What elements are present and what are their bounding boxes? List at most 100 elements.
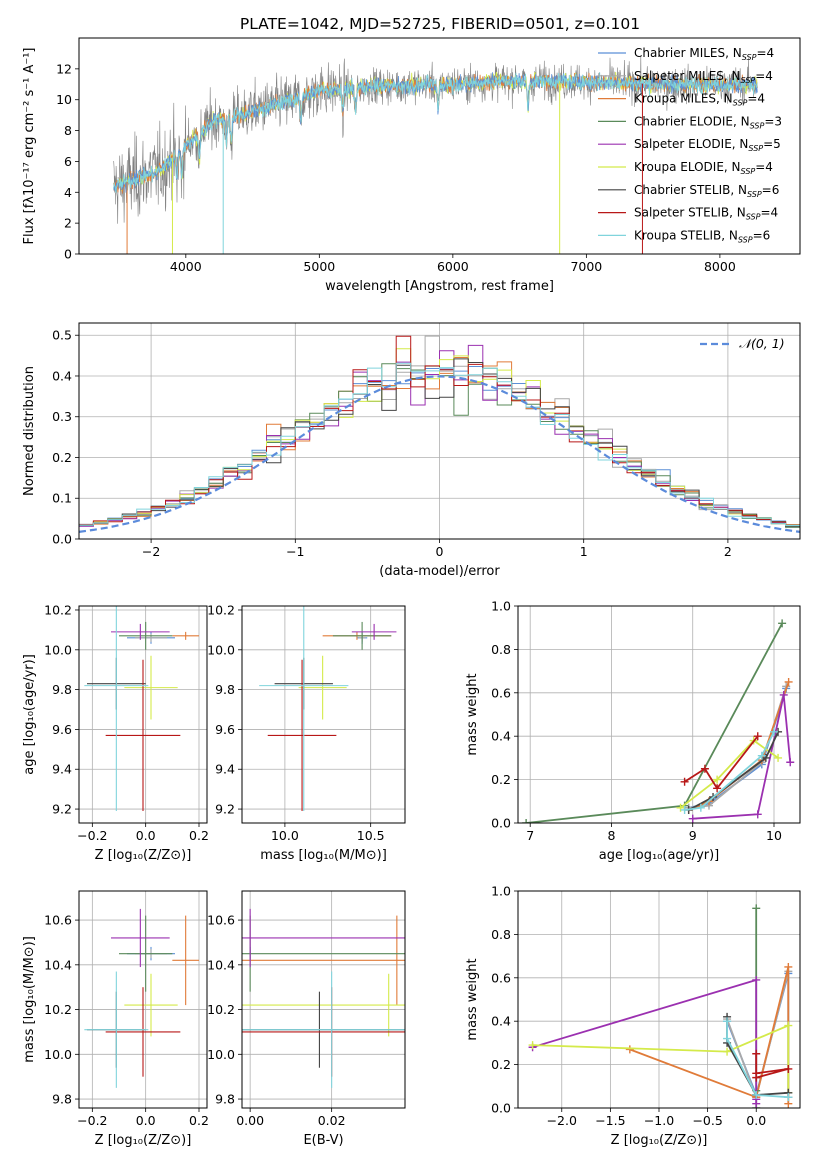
weight-marker-kroupa_stelib xyxy=(784,1093,793,1102)
figure-title: PLATE=1042, MJD=52725, FIBERID=0501, z=0… xyxy=(240,15,640,33)
y-tick-label: 9.4 xyxy=(52,762,72,777)
legend-entry: Kroupa MILES, NSSP=4 xyxy=(634,92,765,108)
weight-marker-salpeter_stelib xyxy=(680,777,689,786)
x-tick-label: 2 xyxy=(724,544,732,559)
y-tick-label: 0.2 xyxy=(52,450,72,465)
legend-entry: Chabrier ELODIE, NSSP=3 xyxy=(634,114,782,130)
x-tick-label: −1.0 xyxy=(644,1113,674,1128)
weight-marker-kroupa_stelib xyxy=(723,1017,732,1026)
y-tick-label: 10.4 xyxy=(44,957,72,972)
legend-count: =5 xyxy=(763,137,781,151)
y-tick-label: 6 xyxy=(64,154,72,169)
x-tick-label: 10.5 xyxy=(357,828,385,843)
x-axis-label: wavelength [Angstrom, rest frame] xyxy=(325,279,554,294)
y-axis-label: Flux [fλ10⁻¹⁷ erg cm⁻² s⁻¹ A⁻¹] xyxy=(22,48,37,245)
weight-marker-kroupa_elodie xyxy=(784,1021,793,1030)
panel-mass_vs_ebv: 0.00 0.02 9.8 10.0 10.2 10.4 10.6 E(B-V) xyxy=(207,890,406,1148)
legend-label: Kroupa MILES, N xyxy=(634,92,733,106)
panel-weight_vs_z: −2.0 −1.5 −1.0 −0.5 0.0 0.0 0.2 0.4 0.6 0.8 1.0 Z [… xyxy=(465,884,801,1148)
panel-residuals: −2 −1 0 1 2 0.0 0.1 0.2 0.3 0.4 0.5 (data-model)/er… xyxy=(22,322,801,579)
x-tick-label: 7 xyxy=(526,828,534,843)
weight-marker-kroupa_elodie xyxy=(676,803,685,812)
panel-age_vs_mass: 10.0 10.5 9.2 9.4 9.6 9.8 10.0 10.2 mass [log₁₀(… xyxy=(207,602,406,863)
weight-line-chabrier_stelib xyxy=(688,731,779,811)
weight-marker-chabrier_elodie xyxy=(778,619,787,628)
y-tick-label: 10.2 xyxy=(207,602,235,617)
y-tick-label: 0 xyxy=(64,247,72,262)
y-tick-label: 1.0 xyxy=(491,884,511,899)
weight-marker-kroupa_elodie xyxy=(528,1041,537,1050)
y-tick-label: 0.4 xyxy=(491,729,511,744)
y-tick-label: 10.0 xyxy=(44,1047,72,1062)
legend-subscript: SSP xyxy=(747,190,762,199)
y-tick-label: 9.6 xyxy=(52,722,72,737)
legend-label: Salpeter MILES, N xyxy=(634,69,741,83)
y-tick-label: 10.6 xyxy=(44,913,72,928)
weight-marker-kroupa_miles xyxy=(625,1045,634,1054)
y-tick-label: 10.2 xyxy=(44,1002,72,1017)
y-tick-label: 0.5 xyxy=(52,328,72,343)
legend-subscript: SSP xyxy=(741,167,756,176)
weight-marker-salpeter_stelib xyxy=(784,1064,793,1073)
x-tick-label: 0.0 xyxy=(136,1113,156,1128)
y-tick-label: 9.8 xyxy=(52,1092,72,1107)
x-tick-label: 8 xyxy=(607,828,615,843)
x-tick-label: −2.0 xyxy=(547,1113,577,1128)
legend-count: =4 xyxy=(756,46,774,60)
y-tick-label: 1.0 xyxy=(491,599,511,614)
x-tick-label: 4000 xyxy=(170,259,202,274)
y-tick-label: 0.4 xyxy=(52,368,72,383)
y-tick-label: 0.0 xyxy=(52,532,72,547)
legend-entry: Salpeter ELODIE, NSSP=5 xyxy=(634,137,781,153)
x-axis-label: Z [log₁₀(Z/Z⊙)] xyxy=(95,848,192,863)
x-tick-label: −1.5 xyxy=(595,1113,625,1128)
plot-frame xyxy=(517,605,801,824)
y-tick-label: 10.2 xyxy=(207,1002,235,1017)
weight-marker-chabrier_stelib xyxy=(761,753,770,762)
y-tick-label: 10.0 xyxy=(44,642,72,657)
y-axis-label: mass weight xyxy=(465,673,480,755)
legend-entry: Chabrier MILES, NSSP=4 xyxy=(634,46,774,62)
y-tick-label: 10.0 xyxy=(207,642,235,657)
x-tick-label: 6000 xyxy=(437,259,469,274)
legend-subscript: SSP xyxy=(733,99,748,108)
plot-frame xyxy=(78,322,801,540)
legend-label: Chabrier MILES, N xyxy=(634,46,742,60)
plot-frame xyxy=(241,605,406,824)
x-tick-label: 1 xyxy=(580,544,588,559)
legend-subscript: SSP xyxy=(748,144,763,153)
y-tick-label: 0.8 xyxy=(491,927,511,942)
x-tick-label: 0.02 xyxy=(318,1113,346,1128)
plot-frame xyxy=(241,890,406,1109)
y-tick-label: 10 xyxy=(56,92,72,107)
y-tick-label: 9.8 xyxy=(215,682,235,697)
y-axis-label: mass [log₁₀(M/M⊙)] xyxy=(22,936,37,1063)
legend-label: Chabrier ELODIE, N xyxy=(634,114,750,128)
weight-marker-salpeter_stelib xyxy=(700,764,709,773)
panel-weight_vs_age: 7 8 9 10 0.0 0.2 0.4 0.6 0.8 1.0 age [log₁₀(age/yr… xyxy=(465,599,801,863)
weight-marker-kroupa_stelib xyxy=(769,727,778,736)
weight-line-salpeter_elodie xyxy=(692,694,792,820)
gaussian-reference-curve xyxy=(78,375,801,533)
y-tick-label: 4 xyxy=(64,185,72,200)
legend-entry: 𝒩(0, 1) xyxy=(739,336,785,351)
weight-line-kroupa_stelib xyxy=(684,731,775,811)
y-tick-label: 10.0 xyxy=(207,1047,235,1062)
x-tick-label: 0.2 xyxy=(189,828,209,843)
x-tick-label: 0.0 xyxy=(136,828,156,843)
legend-subscript: SSP xyxy=(738,235,753,244)
weight-marker-salpeter_stelib xyxy=(752,1049,761,1058)
y-tick-label: 8 xyxy=(64,123,72,138)
y-axis-label: Normed distribution xyxy=(22,366,37,496)
x-axis-label: Z [log₁₀(Z/Z⊙)] xyxy=(611,1133,708,1148)
legend-count: =4 xyxy=(747,92,765,106)
legend-entry: Kroupa ELODIE, NSSP=4 xyxy=(634,160,773,176)
x-tick-label: −2 xyxy=(142,544,160,559)
legend-count: =4 xyxy=(760,206,778,220)
legend-label: Salpeter ELODIE, N xyxy=(634,137,748,151)
legend-subscript: SSP xyxy=(741,76,756,85)
weight-marker-salpeter_elodie xyxy=(779,690,788,699)
y-tick-label: 0.0 xyxy=(491,816,511,831)
plot-frame xyxy=(517,890,801,1109)
